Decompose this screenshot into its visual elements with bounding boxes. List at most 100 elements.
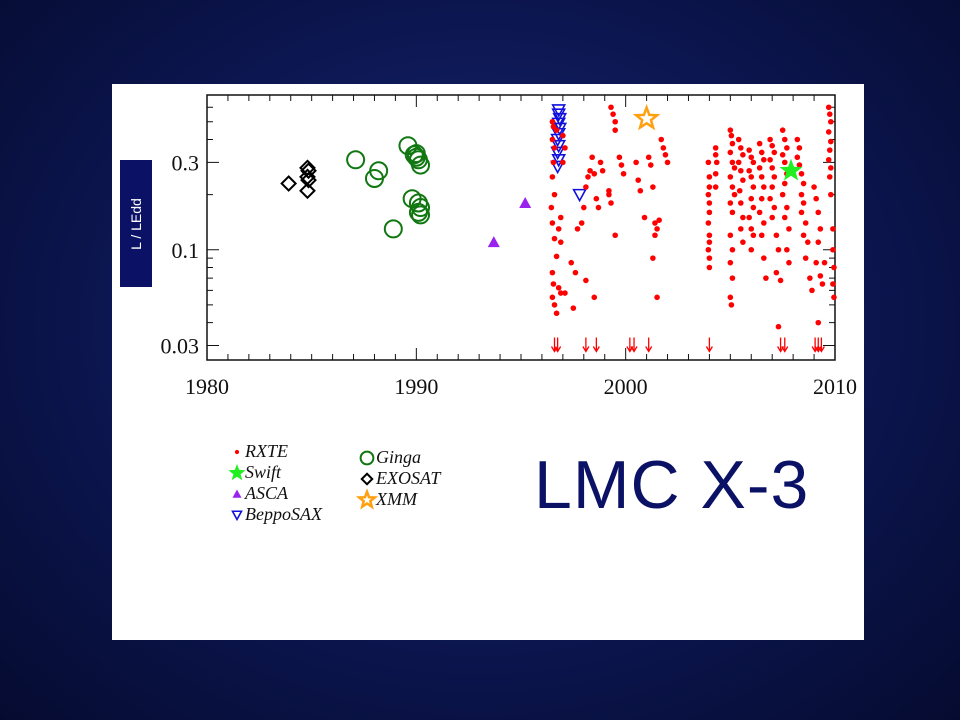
data-point-rxte xyxy=(828,191,834,198)
data-point-rxte xyxy=(555,226,562,232)
data-point-rxte xyxy=(748,246,755,253)
data-point-rxte xyxy=(769,184,775,190)
data-point-rxte-upper-limits xyxy=(554,337,562,353)
data-point-rxte xyxy=(727,232,734,239)
data-point-rxte xyxy=(773,232,780,239)
arrow-head xyxy=(630,346,638,353)
data-point-rxte-upper-limits xyxy=(817,337,825,353)
data-point-rxte xyxy=(779,191,786,198)
data-point-rxte xyxy=(656,217,662,224)
data-point-rxte xyxy=(712,170,719,177)
data-point-rxte xyxy=(612,232,618,239)
data-point-rxte-upper-limits xyxy=(626,337,634,353)
data-point-rxte xyxy=(583,277,589,284)
data-point-rxte xyxy=(553,127,560,133)
data-point-rxte xyxy=(758,149,765,156)
data-point-rxte xyxy=(769,165,775,171)
data-point-rxte xyxy=(761,156,767,163)
data-point-rxte xyxy=(641,214,648,221)
data-point-rxte xyxy=(591,170,598,177)
data-point-rxte xyxy=(796,162,803,168)
data-point-rxte xyxy=(771,204,778,211)
data-point-rxte xyxy=(740,177,746,183)
data-point-rxte xyxy=(551,235,558,242)
data-point-rxte xyxy=(738,167,744,174)
data-point-rxte xyxy=(767,156,773,163)
data-point-rxte xyxy=(713,159,720,166)
data-point-rxte-upper-limits xyxy=(814,337,822,353)
data-point-rxte xyxy=(761,184,767,190)
data-point-rxte xyxy=(706,200,713,206)
data-point-rxte-upper-limits xyxy=(592,337,600,353)
y-tick-label: 0.03 xyxy=(161,334,200,359)
data-point-rxte xyxy=(769,214,775,221)
data-point-rxte xyxy=(729,275,736,281)
data-point-rxte xyxy=(660,145,667,151)
data-point-rxte xyxy=(712,184,719,190)
data-point-rxte xyxy=(635,177,642,183)
data-point-ginga xyxy=(406,144,426,164)
data-point-rxte xyxy=(802,255,809,261)
data-point-rxte xyxy=(798,170,805,177)
x-tick-label: 2010 xyxy=(813,374,857,399)
data-point-rxte xyxy=(610,111,616,117)
slide-panel: 1980 1990 2000 2010 0.03 0.1 0.3 L / LEdd LMC … xyxy=(112,84,864,640)
data-point-rxte xyxy=(728,302,735,308)
data-point-rxte xyxy=(551,145,558,151)
data-point-rxte xyxy=(706,209,713,216)
data-point-rxte xyxy=(581,204,587,211)
data-point-rxte xyxy=(740,239,746,245)
data-point-rxte xyxy=(729,140,736,147)
data-point-rxte xyxy=(740,152,746,158)
data-point-rxte xyxy=(727,259,734,266)
data-point-rxte xyxy=(735,136,742,143)
data-point-rxte xyxy=(548,204,555,211)
data-point-rxte xyxy=(804,239,811,245)
data-point-rxte xyxy=(828,138,834,145)
data-point-rxte xyxy=(740,214,746,221)
data-point-ginga xyxy=(408,202,428,222)
data-point-asca xyxy=(487,236,500,248)
data-point-rxte xyxy=(662,152,669,158)
data-point-rxte xyxy=(735,159,742,166)
data-point-bepposax xyxy=(551,108,567,122)
data-point-rxte-upper-limits xyxy=(811,337,819,353)
data-point-rxte xyxy=(761,255,767,261)
data-point-rxte xyxy=(748,195,755,202)
data-point-rxte xyxy=(593,195,600,202)
data-point-rxte xyxy=(781,180,788,187)
data-point-rxte xyxy=(809,287,815,294)
data-point-rxte xyxy=(555,284,562,291)
data-point-rxte xyxy=(570,305,577,311)
data-point-rxte xyxy=(706,239,713,245)
data-point-rxte xyxy=(557,239,564,245)
data-point-rxte xyxy=(773,269,780,276)
legend-rxte: RXTE xyxy=(245,441,288,461)
data-point-rxte xyxy=(549,294,556,301)
data-point-rxte xyxy=(706,255,713,261)
data-point-rxte xyxy=(608,200,614,206)
data-point-rxte xyxy=(557,290,564,296)
data-point-rxte xyxy=(578,220,585,226)
data-point-rxte xyxy=(654,226,660,232)
data-point-rxte xyxy=(568,259,575,266)
arrow-head xyxy=(582,346,590,353)
data-point-rxte xyxy=(550,281,557,287)
data-point-rxte xyxy=(771,174,778,180)
scatter-chart: 1980 1990 2000 2010 0.03 0.1 0.3 xyxy=(161,94,857,399)
data-point-rxte xyxy=(758,174,765,180)
data-point-rxte xyxy=(560,132,566,139)
slide-title: LMC X-3 xyxy=(534,447,810,523)
data-point-rxte xyxy=(826,174,833,180)
data-point-rxte xyxy=(731,165,738,171)
data-point-rxte-upper-limits xyxy=(777,337,785,353)
data-point-rxte xyxy=(825,104,832,111)
data-point-rxte xyxy=(830,281,836,287)
data-point-rxte xyxy=(798,191,805,198)
data-point-swift xyxy=(779,158,803,181)
data-point-rxte xyxy=(831,294,837,301)
data-point-rxte xyxy=(729,209,736,216)
data-point-rxte xyxy=(821,259,828,266)
data-point-rxte-upper-limits xyxy=(781,337,789,353)
arrow-head xyxy=(814,346,822,353)
